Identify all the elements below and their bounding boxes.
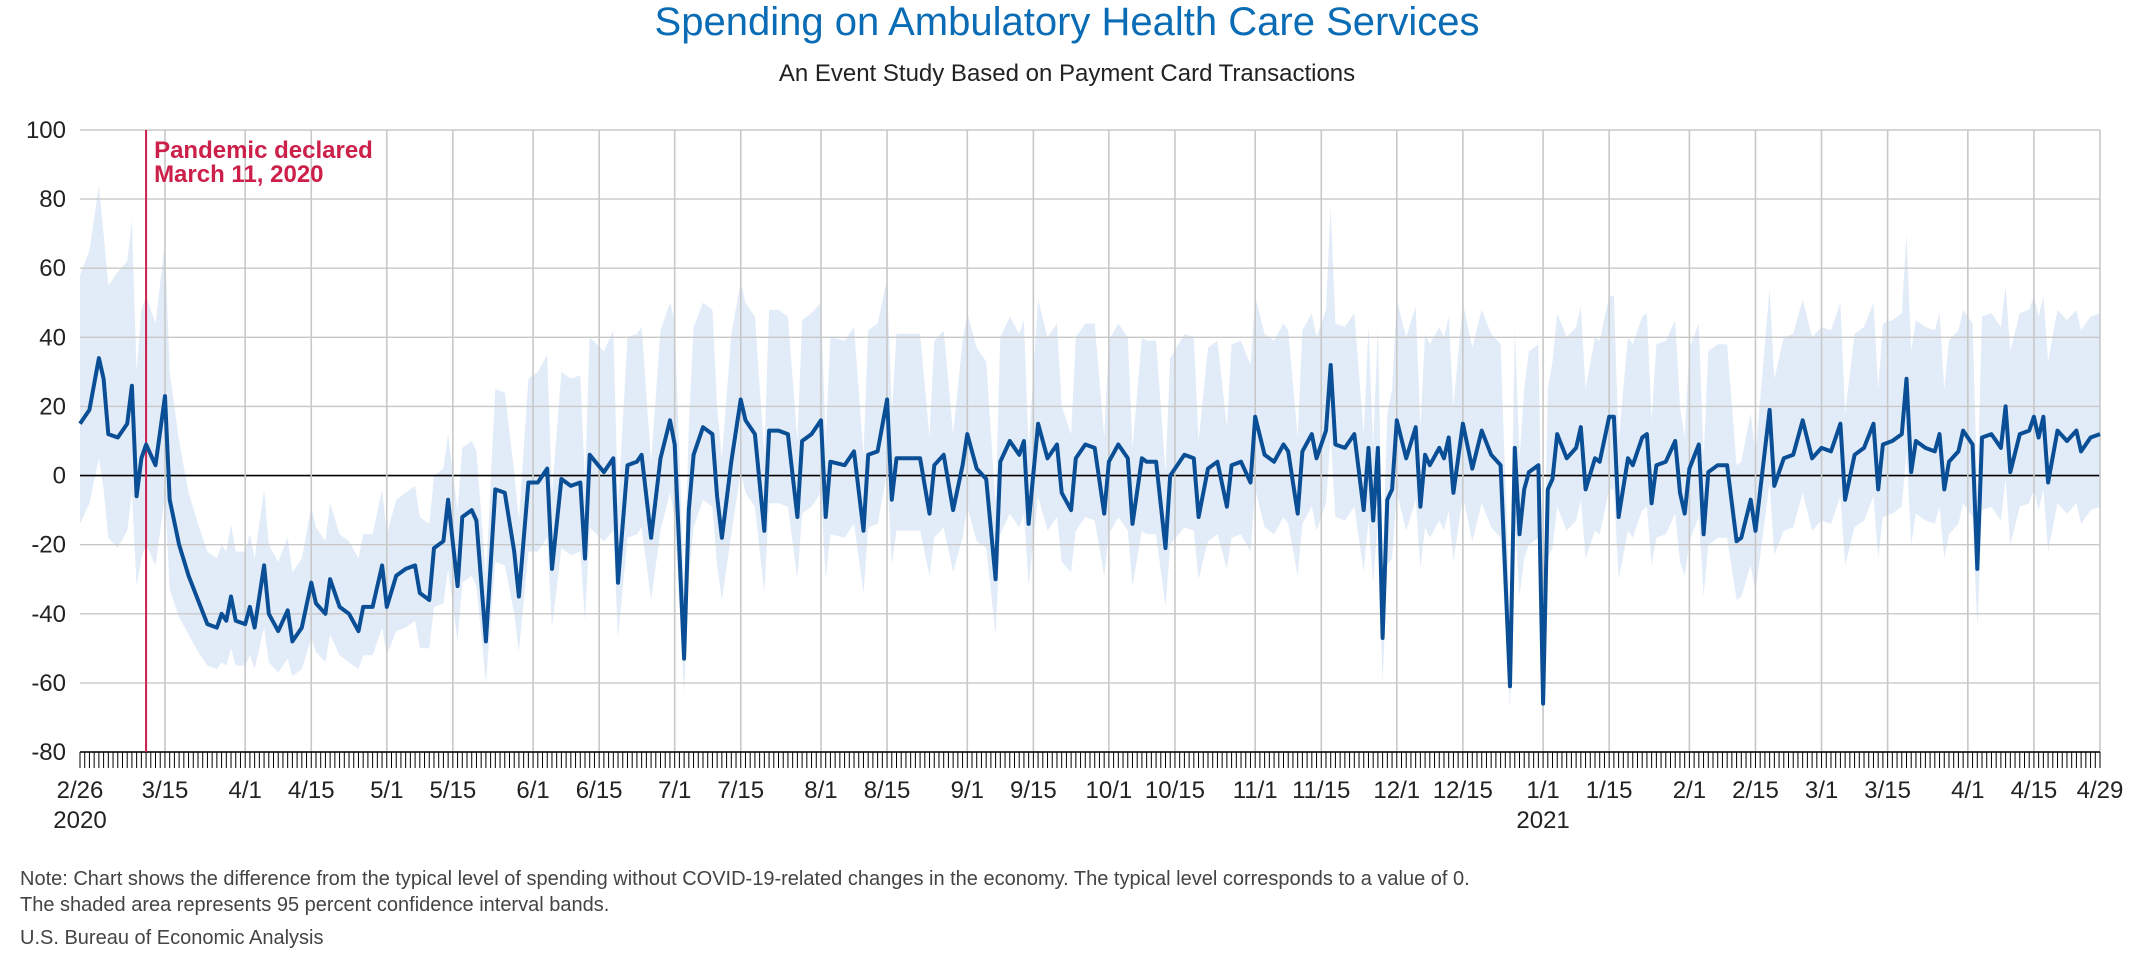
x-tick-label: 1/15 <box>1586 777 1633 804</box>
x-tick-label: 11/15 <box>1292 777 1350 804</box>
x-tick-label: 4/29 <box>2077 777 2124 804</box>
x-tick-label: 6/1 <box>516 777 549 804</box>
source-credit: U.S. Bureau of Economic Analysis <box>20 927 324 949</box>
x-tick-label: 3/15 <box>142 777 189 804</box>
x-year-label: 2021 <box>1516 807 1569 834</box>
x-tick-label: 9/1 <box>951 777 984 804</box>
x-tick-label: 8/1 <box>804 777 837 804</box>
note-line-1: Note: Chart shows the difference from th… <box>20 868 1470 890</box>
x-tick-label: 4/1 <box>1951 777 1984 804</box>
x-tick-label: 5/1 <box>370 777 403 804</box>
x-tick-label: 5/15 <box>429 777 476 804</box>
y-tick-label: -60 <box>31 670 66 697</box>
x-tick-label: 11/1 <box>1233 777 1278 804</box>
spending-series-line <box>78 356 2101 706</box>
x-tick-label: 2/26 <box>57 777 104 804</box>
event-label-line-1: Pandemic declared <box>154 137 373 164</box>
event-label-line-2: March 11, 2020 <box>154 161 323 188</box>
x-tick-label: 8/15 <box>864 777 911 804</box>
x-tick-label: 4/15 <box>2011 777 2058 804</box>
x-year-label: 2020 <box>53 807 106 834</box>
chart-note: Note: Chart shows the difference from th… <box>20 866 1470 918</box>
y-tick-label: 40 <box>39 324 66 351</box>
x-tick-label: 6/15 <box>576 777 623 804</box>
x-tick-label: 4/1 <box>228 777 261 804</box>
confidence-band <box>80 185 2100 718</box>
x-tick-label: 12/15 <box>1433 777 1493 804</box>
x-tick-label: 7/15 <box>717 777 764 804</box>
y-tick-label: -40 <box>31 601 66 628</box>
x-tick-label: 9/15 <box>1010 777 1057 804</box>
chart-subtitle: An Event Study Based on Payment Card Tra… <box>778 60 1356 87</box>
x-tick-label: 7/1 <box>658 777 691 804</box>
y-tick-label: -20 <box>31 532 66 559</box>
x-tick-label: 3/15 <box>1864 777 1911 804</box>
y-tick-label: -80 <box>31 739 66 766</box>
x-tick-label: 2/1 <box>1673 777 1706 804</box>
x-tick-label: 2/15 <box>1732 777 1779 804</box>
y-tick-label: 0 <box>53 463 66 490</box>
y-tick-label: 20 <box>39 393 66 420</box>
x-tick-label: 1/1 <box>1526 777 1559 804</box>
x-tick-label: 3/1 <box>1805 777 1838 804</box>
note-line-2: The shaded area represents 95 percent co… <box>20 894 610 916</box>
y-tick-label: 60 <box>39 255 66 282</box>
line-chart: -80 -60 -40 -20 0 20 40 60 80 100 2/26 2020 3/15 4/1 4… <box>26 117 2124 834</box>
x-tick-label: 12/1 <box>1373 777 1420 804</box>
x-tick-label: 4/15 <box>288 777 335 804</box>
y-tick-label: 100 <box>26 117 66 144</box>
y-tick-label: 80 <box>39 186 66 213</box>
x-tick-label: 10/15 <box>1145 777 1205 804</box>
x-tick-label: 10/1 <box>1086 777 1133 804</box>
chart-title: Spending on Ambulatory Health Care Servi… <box>654 0 1480 44</box>
